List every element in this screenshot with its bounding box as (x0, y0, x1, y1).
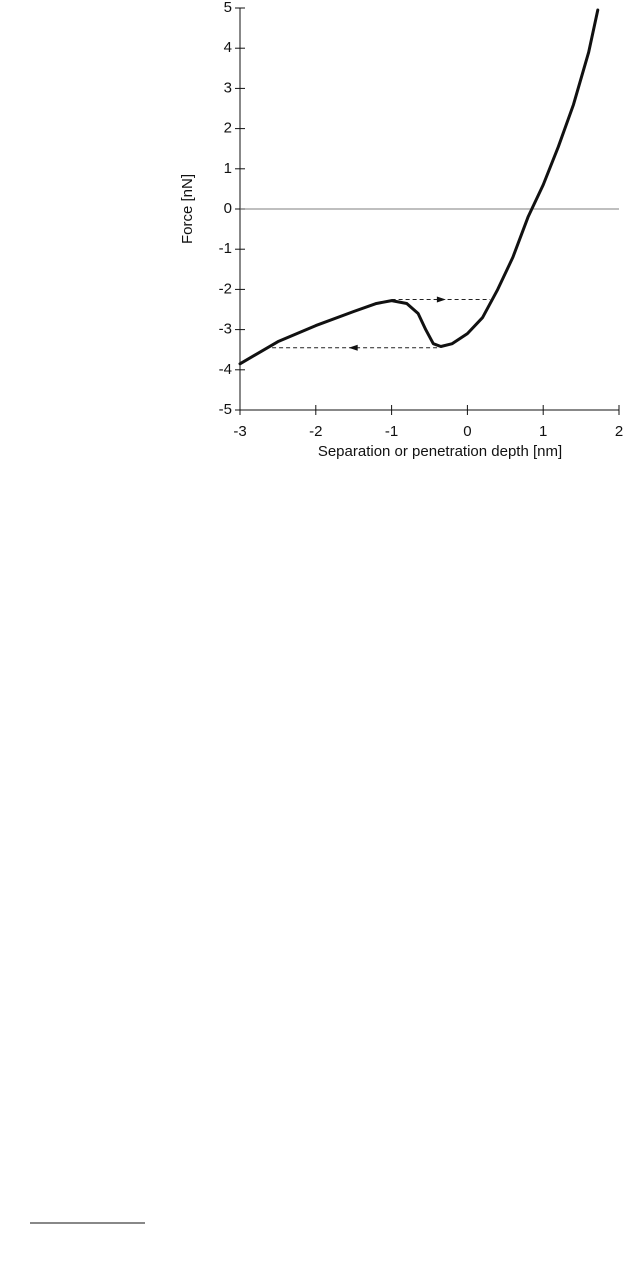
x-axis-label: Separation or penetration depth [nm] (318, 443, 562, 460)
x-tick-label: 1 (539, 423, 547, 440)
arrowhead (348, 344, 358, 351)
arrowhead (436, 296, 446, 303)
y-tick-label: -3 (219, 321, 232, 338)
y-tick-label: 3 (224, 79, 232, 96)
y-tick-label: -5 (219, 401, 232, 418)
y-axis-label: Force [nN] (179, 174, 196, 244)
y-tick-label: -2 (219, 280, 232, 297)
x-tick-label: -1 (385, 423, 398, 440)
x-tick-label: 0 (463, 423, 471, 440)
y-tick-label: 4 (224, 39, 232, 56)
y-tick-label: 1 (224, 160, 232, 177)
force-curve (238, 8, 600, 366)
y-tick-label: 5 (224, 0, 232, 16)
y-tick-label: -1 (219, 240, 232, 257)
x-tick-label: -2 (309, 423, 322, 440)
y-tick-label: 2 (224, 120, 232, 137)
y-tick-label: -4 (219, 361, 232, 378)
x-tick-label: 2 (615, 423, 623, 440)
x-tick-label: -3 (233, 423, 246, 440)
y-tick-label: 0 (224, 200, 232, 217)
